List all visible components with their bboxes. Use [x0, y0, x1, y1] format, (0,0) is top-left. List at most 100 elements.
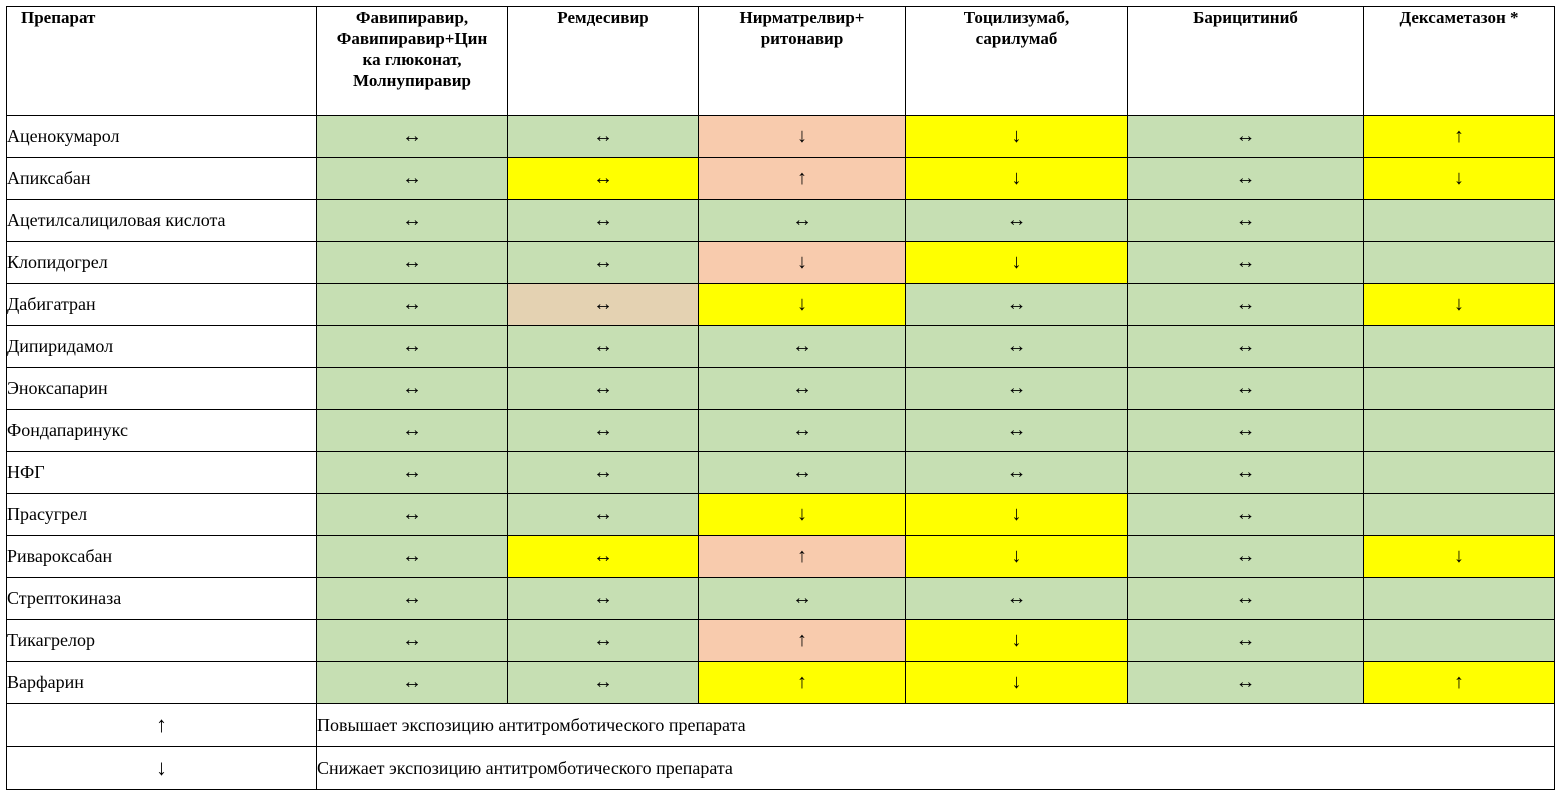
interaction-cell: ↔: [316, 115, 508, 158]
interaction-cell: ↑: [698, 661, 906, 704]
interaction-cell: ↔: [316, 325, 508, 368]
column-header-1: Фавипиравир, Фавипиравир+Цин ка глюконат, М…: [316, 6, 508, 116]
interaction-cell: ↔: [1127, 115, 1364, 158]
drug-name-cell: Тикагрелор: [6, 619, 317, 662]
interaction-cell: ↔: [1127, 493, 1364, 536]
interaction-cell: ↔: [316, 577, 508, 620]
table-row: Тикагрелор ↔ ↔ ↑ ↓ ↔: [6, 619, 1555, 662]
drug-name-cell: Прасугрел: [6, 493, 317, 536]
column-header-6: Дексаметазон *: [1363, 6, 1555, 116]
interaction-cell: ↔: [905, 325, 1128, 368]
interaction-cell: ↔: [1127, 535, 1364, 578]
interaction-cell: ↑: [1363, 115, 1555, 158]
interaction-cell: ↔: [507, 325, 699, 368]
interaction-cell: ↔: [316, 451, 508, 494]
interaction-cell: ↔: [507, 367, 699, 410]
interaction-cell: ↔: [1127, 409, 1364, 452]
header-row: Препарат Фавипиравир, Фавипиравир+Цин ка гл…: [6, 6, 1555, 116]
interaction-cell: ↑: [698, 619, 906, 662]
interaction-cell: ↔: [905, 409, 1128, 452]
table-row: НФГ ↔ ↔ ↔ ↔ ↔: [6, 451, 1555, 494]
interaction-cell: ↔: [1127, 619, 1364, 662]
interaction-cell: ↔: [507, 409, 699, 452]
interaction-cell: ↔: [1127, 451, 1364, 494]
interaction-cell: [1363, 241, 1555, 284]
interaction-cell: ↔: [1127, 577, 1364, 620]
interaction-cell: [1363, 367, 1555, 410]
legend-text: Снижает экспозицию антитромботического п…: [316, 746, 1555, 790]
interaction-cell: ↓: [905, 157, 1128, 200]
header-line: ка глюконат,: [362, 50, 462, 69]
header-line: сарилумаб: [975, 29, 1058, 48]
table-row: Дипиридамол ↔ ↔ ↔ ↔ ↔: [6, 325, 1555, 368]
interaction-cell: ↔: [1127, 283, 1364, 326]
drug-name-cell: Фондапаринукс: [6, 409, 317, 452]
table-row: Стрептокиназа ↔ ↔ ↔ ↔ ↔: [6, 577, 1555, 620]
interaction-cell: [1363, 325, 1555, 368]
interaction-cell: ↓: [698, 115, 906, 158]
header-line: Ремдесивир: [557, 8, 649, 27]
interaction-cell: ↓: [905, 661, 1128, 704]
header-line: Препарат: [21, 8, 96, 27]
drug-name-cell: Ацетилсалициловая кислота: [6, 199, 317, 242]
interaction-cell: ↓: [905, 241, 1128, 284]
interaction-cell: ↔: [316, 199, 508, 242]
interaction-cell: ↔: [507, 115, 699, 158]
interaction-cell: ↔: [905, 199, 1128, 242]
interaction-cell: ↔: [698, 367, 906, 410]
legend: ↑ Повышает экспозицию антитромботического…: [6, 703, 1555, 790]
column-header-4: Тоцилизумаб, сарилумаб: [905, 6, 1128, 116]
header-line: Нирматрелвир+: [739, 8, 865, 27]
column-header-2: Ремдесивир: [507, 6, 699, 116]
interaction-cell: ↔: [507, 241, 699, 284]
drug-interaction-table: Препарат Фавипиравир, Фавипиравир+Цин ка гл…: [6, 6, 1555, 790]
interaction-cell: ↔: [316, 535, 508, 578]
interaction-cell: ↔: [1127, 325, 1364, 368]
table-row: Эноксапарин ↔ ↔ ↔ ↔ ↔: [6, 367, 1555, 410]
interaction-cell: ↔: [507, 619, 699, 662]
interaction-cell: ↔: [1127, 661, 1364, 704]
table-row: Ривароксабан ↔ ↔ ↑ ↓ ↔ ↓: [6, 535, 1555, 578]
interaction-cell: ↔: [905, 367, 1128, 410]
interaction-cell: ↔: [316, 367, 508, 410]
interaction-cell: ↓: [1363, 535, 1555, 578]
interaction-cell: ↔: [698, 409, 906, 452]
interaction-cell: ↓: [905, 535, 1128, 578]
table-row: Фондапаринукс ↔ ↔ ↔ ↔ ↔: [6, 409, 1555, 452]
column-header-3: Нирматрелвир+ ритонавир: [698, 6, 906, 116]
arrow-down-icon: ↓: [6, 746, 317, 790]
header-line: ритонавир: [760, 29, 844, 48]
header-line: Молнупиравир: [353, 71, 471, 90]
interaction-cell: ↔: [698, 577, 906, 620]
interaction-cell: ↑: [1363, 661, 1555, 704]
interaction-cell: [1363, 619, 1555, 662]
interaction-cell: ↔: [905, 283, 1128, 326]
interaction-cell: ↔: [507, 577, 699, 620]
table-row: Аценокумарол ↔ ↔ ↓ ↓ ↔ ↑: [6, 115, 1555, 158]
interaction-cell: ↔: [698, 451, 906, 494]
interaction-cell: ↔: [905, 577, 1128, 620]
table-row: Прасугрел ↔ ↔ ↓ ↓ ↔: [6, 493, 1555, 536]
interaction-cell: ↔: [1127, 157, 1364, 200]
drug-name-cell: НФГ: [6, 451, 317, 494]
drug-name-cell: Дипиридамол: [6, 325, 317, 368]
table-row: Дабигатран ↔ ↔ ↓ ↔ ↔ ↓: [6, 283, 1555, 326]
interaction-cell: [1363, 451, 1555, 494]
drug-name-cell: Эноксапарин: [6, 367, 317, 410]
table-row: Клопидогрел ↔ ↔ ↓ ↓ ↔: [6, 241, 1555, 284]
interaction-cell: ↓: [698, 241, 906, 284]
interaction-cell: ↔: [316, 409, 508, 452]
interaction-cell: ↔: [507, 661, 699, 704]
interaction-cell: ↓: [1363, 157, 1555, 200]
interaction-cell: ↔: [507, 199, 699, 242]
interaction-cell: ↔: [507, 157, 699, 200]
interaction-cell: ↓: [698, 283, 906, 326]
drug-name-cell: Стрептокиназа: [6, 577, 317, 620]
column-header-5: Барицитиниб: [1127, 6, 1364, 116]
interaction-cell: ↔: [1127, 367, 1364, 410]
drug-name-cell: Дабигатран: [6, 283, 317, 326]
drug-name-cell: Варфарин: [6, 661, 317, 704]
interaction-cell: ↓: [1363, 283, 1555, 326]
interaction-cell: ↔: [316, 661, 508, 704]
table-row: Ацетилсалициловая кислота ↔ ↔ ↔ ↔ ↔: [6, 199, 1555, 242]
